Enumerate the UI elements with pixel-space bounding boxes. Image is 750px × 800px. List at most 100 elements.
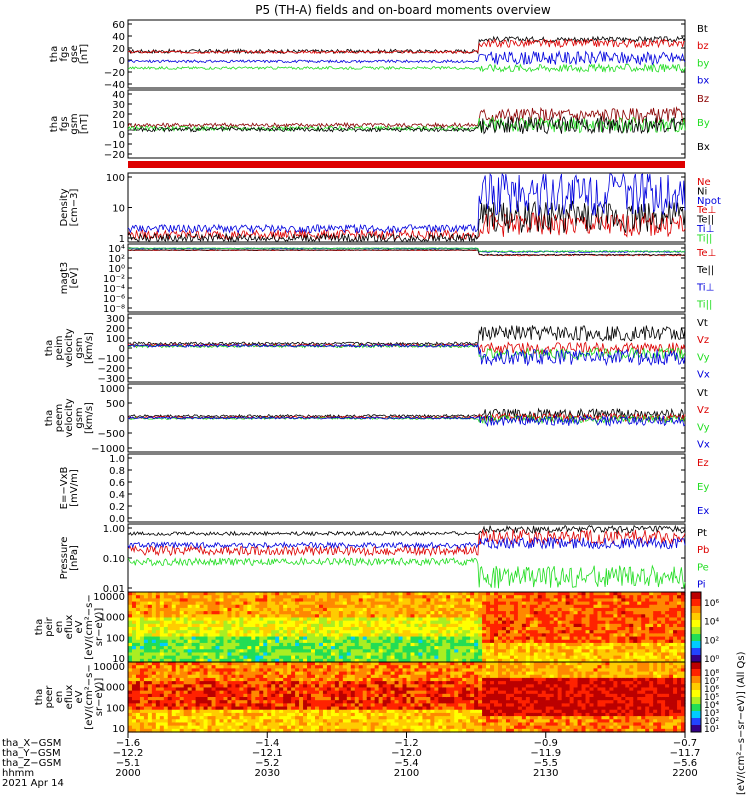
spectrogram-cell: [128, 598, 133, 603]
spectrogram-cell: [609, 636, 614, 641]
spectrogram-cell: [207, 722, 213, 727]
spectrogram-cell: [283, 674, 288, 679]
spectrogram-cell: [159, 693, 165, 698]
spectrogram-cell: [617, 642, 622, 647]
spectrogram-cell: [521, 604, 527, 609]
spectrogram-cell: [279, 620, 284, 625]
spectrogram-cell: [139, 687, 145, 692]
spectrogram-cell: [167, 652, 173, 657]
spectrogram-cell: [402, 681, 408, 685]
spectrogram-cell: [386, 684, 392, 689]
spectrogram-cell: [490, 627, 495, 631]
spectrogram-cell: [517, 633, 523, 638]
spectrogram-cell: [458, 652, 463, 657]
spectrogram-cell: [342, 646, 348, 650]
spectrogram-cell: [135, 655, 141, 660]
spectrogram-cell: [474, 611, 479, 615]
spectrogram-cell: [410, 649, 416, 654]
spectrogram-cell: [183, 633, 189, 638]
spectrogram-cell: [430, 604, 435, 609]
y-tick-label: 40: [112, 90, 125, 101]
spectrogram-cell: [211, 716, 217, 720]
spectrogram-cell: [378, 604, 384, 609]
spectrogram-cell: [513, 639, 519, 644]
y-axis-label: [km/s]: [84, 402, 95, 434]
spectrogram-cell: [434, 611, 439, 615]
spectrogram-cell: [466, 652, 471, 657]
spectrogram-cell: [338, 604, 344, 609]
spectrogram-cell: [466, 617, 471, 622]
spectrogram-cell: [187, 693, 193, 698]
spectrogram-cell: [255, 623, 260, 628]
spectrogram-cell: [589, 601, 595, 606]
spectrogram-cell: [661, 639, 666, 644]
spectrogram-cell: [382, 655, 388, 660]
spectrogram-cell: [366, 712, 372, 717]
spectrogram-cell: [382, 623, 388, 628]
spectrogram-cell: [354, 604, 360, 609]
spectrogram-cell: [303, 592, 308, 596]
spectrogram-cell: [661, 607, 666, 612]
spectrogram-cell: [354, 709, 360, 714]
spectrogram-cell: [486, 595, 491, 599]
spectrogram-cell: [438, 652, 443, 657]
spectrogram-cell: [577, 627, 583, 631]
spectrogram-cell: [513, 633, 519, 638]
spectrogram-cell: [135, 646, 141, 650]
spectrogram-cell: [553, 611, 559, 615]
spectrogram-cell: [410, 703, 416, 708]
spectrogram-cell: [187, 658, 193, 663]
spectrogram-cell: [378, 646, 384, 650]
spectrogram-cell: [311, 687, 316, 692]
spectrogram-cell: [342, 668, 348, 673]
spectrogram-cell: [275, 604, 280, 609]
y-tick-label: 500: [106, 399, 125, 410]
spectrogram-cell: [171, 655, 177, 660]
spectrogram-cell: [191, 595, 197, 599]
spectrogram-cell: [494, 617, 499, 622]
spectrogram-cell: [191, 630, 197, 634]
spectrogram-cell: [295, 649, 300, 654]
spectrogram-cell: [267, 633, 272, 638]
spectrogram-cell: [593, 617, 599, 622]
spectrogram-cell: [223, 706, 229, 711]
spectrogram-cell: [354, 677, 360, 682]
spectrogram-cell: [299, 652, 304, 657]
spectrogram-cell: [263, 623, 268, 628]
spectrogram-cell: [346, 681, 352, 685]
spectrogram-cell: [223, 630, 229, 634]
spectrogram-cell: [478, 627, 483, 631]
spectrogram-cell: [470, 627, 475, 631]
spectrogram-cell: [135, 687, 141, 692]
spectrogram-cell: [442, 633, 447, 638]
spectrogram-cell: [350, 719, 356, 724]
spectrogram-cell: [183, 662, 189, 666]
spectrogram-cell: [139, 712, 145, 717]
spectrogram-cell: [338, 700, 344, 704]
spectrogram-cell: [235, 620, 240, 625]
spectrogram-cell: [259, 728, 264, 733]
y-tick-label: 1: [119, 234, 125, 245]
spectrogram-cell: [271, 614, 276, 619]
spectrogram-cell: [414, 709, 420, 714]
spectrogram-cell: [637, 652, 642, 657]
spectrogram-cell: [187, 598, 193, 603]
spectrogram-cell: [330, 592, 336, 596]
spectrogram-cell: [128, 700, 133, 704]
spectrogram-cell: [466, 604, 471, 609]
spectrogram-cell: [597, 646, 603, 650]
spectrogram-cell: [195, 636, 201, 641]
spectrogram-cell: [382, 642, 388, 647]
legend-entry: Vx: [697, 369, 710, 380]
spectrogram-cell: [398, 627, 404, 631]
spectrogram-cell: [374, 690, 380, 695]
spectrogram-cell: [163, 716, 169, 720]
spectrogram-cell: [155, 642, 161, 647]
spectrogram-cell: [195, 703, 201, 708]
spectrogram-cell: [263, 601, 268, 606]
spectrogram-cell: [203, 642, 209, 647]
spectrogram-cell: [175, 623, 181, 628]
spectrogram-cell: [235, 712, 240, 717]
spectrogram-cell: [326, 712, 332, 717]
spectrogram-cell: [521, 595, 527, 599]
